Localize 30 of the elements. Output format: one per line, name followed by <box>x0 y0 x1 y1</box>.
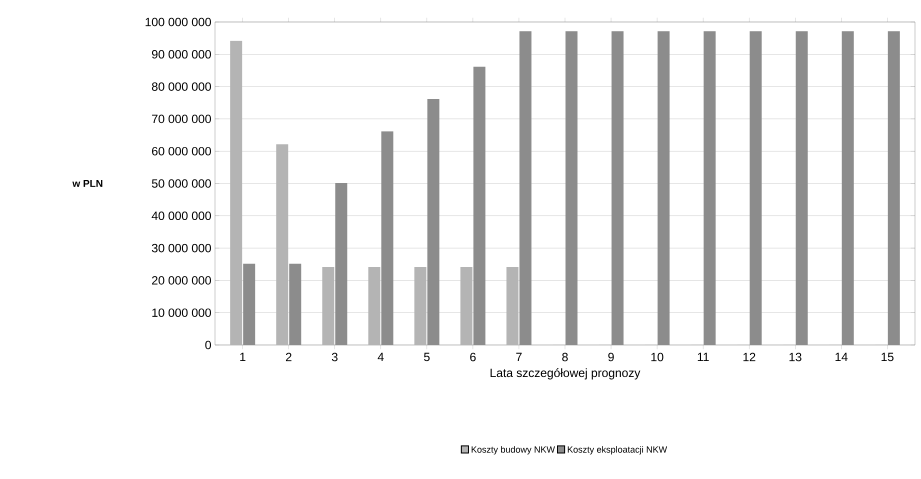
y-tick-label: 70 000 000 <box>152 114 211 124</box>
x-tick-label: 5 <box>424 352 430 362</box>
x-tick-label: 9 <box>608 352 614 362</box>
y-tick-label: 0 <box>205 340 212 350</box>
x-tick-label: 12 <box>743 352 756 362</box>
y-tick-label: 90 000 000 <box>152 50 211 59</box>
x-tick-label: 1 <box>240 352 246 362</box>
x-tick-label: 2 <box>286 352 292 362</box>
y-tick-label: 20 000 000 <box>152 276 211 285</box>
legend-label: Koszty budowy NKW <box>472 446 555 454</box>
y-tick-label: 10 000 000 <box>152 308 211 317</box>
y-tick-label: 30 000 000 <box>152 244 211 252</box>
y-tick-label: 100 000 000 <box>146 18 211 26</box>
x-tick-label: 10 <box>651 352 664 362</box>
x-tick-label: 7 <box>516 352 522 362</box>
y-tick-label: 50 000 000 <box>152 179 211 188</box>
y-axis-title: w PLN <box>72 180 102 187</box>
x-tick-label: 4 <box>378 352 384 362</box>
x-tick-label: 6 <box>470 352 476 362</box>
y-tick-label: 60 000 000 <box>152 146 211 156</box>
x-axis-title: Lata szczegółowej prognozy <box>490 368 640 380</box>
legend-label: Koszty eksploatacji NKW <box>568 446 668 454</box>
x-tick-label: 14 <box>836 352 848 362</box>
y-tick-label: 40 000 000 <box>152 212 211 220</box>
x-tick-label: 8 <box>562 352 568 362</box>
x-tick-label: 11 <box>698 352 709 362</box>
x-tick-label: 13 <box>789 352 802 362</box>
x-tick-label: 3 <box>332 352 338 362</box>
y-tick-label: 80 000 000 <box>152 82 211 91</box>
x-tick-label: 15 <box>882 352 894 362</box>
